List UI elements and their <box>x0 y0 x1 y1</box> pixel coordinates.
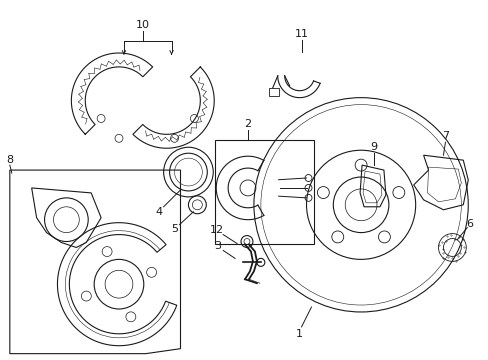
Text: 7: 7 <box>441 131 448 141</box>
Text: 4: 4 <box>155 207 162 217</box>
Text: 5: 5 <box>171 224 178 234</box>
Bar <box>215 140 314 244</box>
Text: 3: 3 <box>213 242 220 252</box>
Text: 8: 8 <box>6 155 13 165</box>
Text: 6: 6 <box>466 219 473 229</box>
Bar <box>268 88 278 96</box>
Text: 12: 12 <box>210 225 224 235</box>
Text: 9: 9 <box>370 142 377 152</box>
Text: 1: 1 <box>295 329 303 339</box>
Text: 10: 10 <box>136 20 149 30</box>
Text: 2: 2 <box>244 120 251 130</box>
Text: 11: 11 <box>294 29 308 39</box>
